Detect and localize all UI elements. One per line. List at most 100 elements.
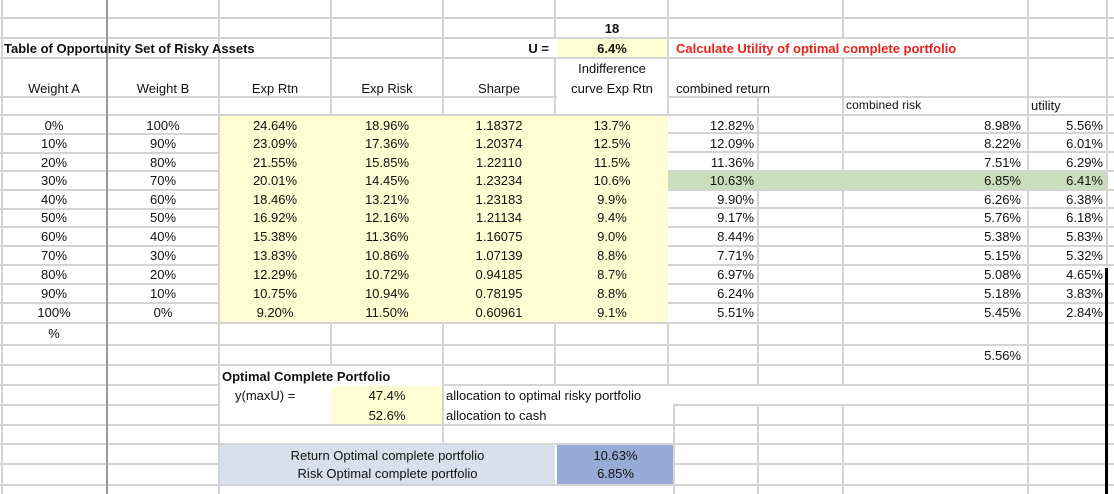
weight-a-cell[interactable]: 10% bbox=[40, 136, 68, 151]
sharpe-cell[interactable]: 1.21134 bbox=[475, 210, 523, 225]
exp-risk-cell[interactable]: 11.50% bbox=[365, 305, 409, 320]
combined-risk-cell[interactable]: 6.85% bbox=[984, 173, 1021, 188]
combined-risk-cell[interactable]: 5.45% bbox=[984, 305, 1021, 320]
sharpe-cell[interactable]: 1.22110 bbox=[475, 155, 523, 170]
weight-a-cell[interactable]: 0% bbox=[44, 118, 64, 133]
combined-return-cell[interactable]: 6.24% bbox=[717, 286, 754, 301]
weight-b-cell[interactable]: 60% bbox=[149, 192, 177, 207]
u-value[interactable]: 6.4% bbox=[597, 41, 627, 56]
weight-b-cell[interactable]: 50% bbox=[149, 210, 177, 225]
combined-risk-cell[interactable]: 5.18% bbox=[984, 286, 1021, 301]
combined-risk-cell[interactable]: 8.22% bbox=[984, 136, 1021, 151]
weight-b-cell[interactable]: 10% bbox=[149, 286, 177, 301]
weight-a-cell[interactable]: 40% bbox=[40, 192, 68, 207]
weight-b-cell[interactable]: 40% bbox=[149, 229, 177, 244]
combined-risk-cell[interactable]: 5.08% bbox=[984, 267, 1021, 282]
sharpe-cell[interactable]: 0.78195 bbox=[475, 286, 523, 301]
exp-rtn-cell[interactable]: 23.09% bbox=[252, 136, 298, 151]
weight-b-cell[interactable]: 30% bbox=[149, 248, 177, 263]
utility-cell[interactable]: 2.84% bbox=[1066, 305, 1103, 320]
utility-cell[interactable]: 5.56% bbox=[1066, 118, 1103, 133]
exp-risk-cell[interactable]: 13.21% bbox=[364, 192, 410, 207]
weight-a-cell[interactable]: 50% bbox=[40, 210, 68, 225]
exp-rtn-cell[interactable]: 12.29% bbox=[252, 267, 298, 282]
exp-risk-cell[interactable]: 14.45% bbox=[364, 173, 410, 188]
utility-cell[interactable]: 3.83% bbox=[1066, 286, 1103, 301]
sharpe-cell[interactable]: 1.16075 bbox=[475, 229, 523, 244]
weight-b-cell[interactable]: 70% bbox=[149, 173, 177, 188]
weight-b-cell[interactable]: 90% bbox=[149, 136, 177, 151]
utility-cell[interactable]: 6.18% bbox=[1066, 210, 1103, 225]
return-optimal-value[interactable]: 10.63% bbox=[593, 448, 638, 463]
combined-return-cell[interactable]: 11.36% bbox=[710, 155, 754, 170]
exp-rtn-cell[interactable]: 10.75% bbox=[252, 286, 298, 301]
weight-b-cell[interactable]: 20% bbox=[149, 267, 177, 282]
weight-a-cell[interactable]: 90% bbox=[40, 286, 68, 301]
indifference-cell[interactable]: 10.6% bbox=[593, 173, 631, 188]
combined-return-cell[interactable]: 5.51% bbox=[717, 305, 754, 320]
exp-risk-cell[interactable]: 10.94% bbox=[364, 286, 410, 301]
exp-rtn-cell[interactable]: 21.55% bbox=[252, 155, 298, 170]
exp-risk-cell[interactable]: 10.72% bbox=[364, 267, 410, 282]
weight-a-cell[interactable]: 70% bbox=[40, 248, 68, 263]
weight-b-cell[interactable]: 80% bbox=[149, 155, 177, 170]
exp-rtn-cell[interactable]: 24.64% bbox=[252, 118, 298, 133]
risk-optimal-value[interactable]: 6.85% bbox=[597, 466, 634, 481]
combined-risk-cell[interactable]: 5.15% bbox=[984, 248, 1021, 263]
weight-b-cell[interactable]: 0% bbox=[153, 305, 173, 320]
exp-risk-cell[interactable]: 17.36% bbox=[364, 136, 410, 151]
utility-cell[interactable]: 5.32% bbox=[1066, 248, 1103, 263]
combined-return-cell[interactable]: 7.71% bbox=[717, 248, 754, 263]
extra-risk-value[interactable]: 5.56% bbox=[984, 348, 1021, 363]
combined-risk-cell[interactable]: 5.38% bbox=[984, 229, 1021, 244]
combined-return-cell[interactable]: 9.90% bbox=[717, 192, 754, 207]
weight-a-cell[interactable]: 100% bbox=[37, 305, 71, 320]
exp-risk-cell[interactable]: 15.85% bbox=[364, 155, 410, 170]
combined-risk-cell[interactable]: 5.76% bbox=[984, 210, 1021, 225]
combined-return-cell[interactable]: 6.97% bbox=[717, 267, 754, 282]
weight-a-cell[interactable]: 80% bbox=[40, 267, 68, 282]
indifference-cell[interactable]: 13.7% bbox=[593, 118, 631, 133]
y-value[interactable]: 47.4% bbox=[368, 388, 406, 403]
combined-return-cell[interactable]: 10.63% bbox=[709, 173, 754, 188]
risk-aversion-value[interactable]: 18 bbox=[604, 21, 620, 36]
indifference-cell[interactable]: 9.0% bbox=[597, 229, 627, 244]
sharpe-cell[interactable]: 0.94185 bbox=[475, 267, 523, 282]
utility-cell[interactable]: 5.83% bbox=[1066, 229, 1103, 244]
sharpe-cell[interactable]: 1.20374 bbox=[475, 136, 523, 151]
utility-cell[interactable]: 4.65% bbox=[1066, 267, 1103, 282]
indifference-cell[interactable]: 11.5% bbox=[594, 155, 630, 170]
combined-return-cell[interactable]: 12.09% bbox=[709, 136, 754, 151]
combined-return-cell[interactable]: 12.82% bbox=[709, 118, 754, 133]
exp-rtn-cell[interactable]: 20.01% bbox=[252, 173, 298, 188]
sharpe-cell[interactable]: 0.60961 bbox=[475, 305, 523, 320]
utility-cell[interactable]: 6.41% bbox=[1066, 173, 1103, 188]
exp-rtn-cell[interactable]: 18.46% bbox=[252, 192, 298, 207]
exp-risk-cell[interactable]: 10.86% bbox=[364, 248, 410, 263]
exp-rtn-cell[interactable]: 15.38% bbox=[252, 229, 298, 244]
utility-cell[interactable]: 6.01% bbox=[1066, 136, 1103, 151]
combined-risk-cell[interactable]: 7.51% bbox=[984, 155, 1021, 170]
utility-cell[interactable]: 6.29% bbox=[1066, 155, 1103, 170]
indifference-cell[interactable]: 8.8% bbox=[597, 286, 627, 301]
sharpe-cell[interactable]: 1.18372 bbox=[475, 118, 523, 133]
combined-risk-cell[interactable]: 6.26% bbox=[984, 192, 1021, 207]
indifference-cell[interactable]: 9.1% bbox=[597, 305, 627, 320]
indifference-cell[interactable]: 8.8% bbox=[597, 248, 627, 263]
sharpe-cell[interactable]: 1.07139 bbox=[475, 248, 523, 263]
weight-b-cell[interactable]: 100% bbox=[146, 118, 180, 133]
indifference-cell[interactable]: 9.9% bbox=[597, 192, 627, 207]
combined-risk-cell[interactable]: 8.98% bbox=[984, 118, 1021, 133]
exp-risk-cell[interactable]: 12.16% bbox=[364, 210, 410, 225]
weight-a-cell[interactable]: 30% bbox=[40, 173, 68, 188]
exp-rtn-cell[interactable]: 16.92% bbox=[252, 210, 298, 225]
weight-a-cell[interactable]: 60% bbox=[40, 229, 68, 244]
exp-risk-cell[interactable]: 18.96% bbox=[364, 118, 410, 133]
exp-rtn-cell[interactable]: 9.20% bbox=[256, 305, 294, 320]
sharpe-cell[interactable]: 1.23183 bbox=[475, 192, 523, 207]
sharpe-cell[interactable]: 1.23234 bbox=[475, 173, 523, 188]
indifference-cell[interactable]: 12.5% bbox=[593, 136, 631, 151]
utility-cell[interactable]: 6.38% bbox=[1066, 192, 1103, 207]
cash-value[interactable]: 52.6% bbox=[368, 408, 406, 423]
exp-rtn-cell[interactable]: 13.83% bbox=[252, 248, 298, 263]
